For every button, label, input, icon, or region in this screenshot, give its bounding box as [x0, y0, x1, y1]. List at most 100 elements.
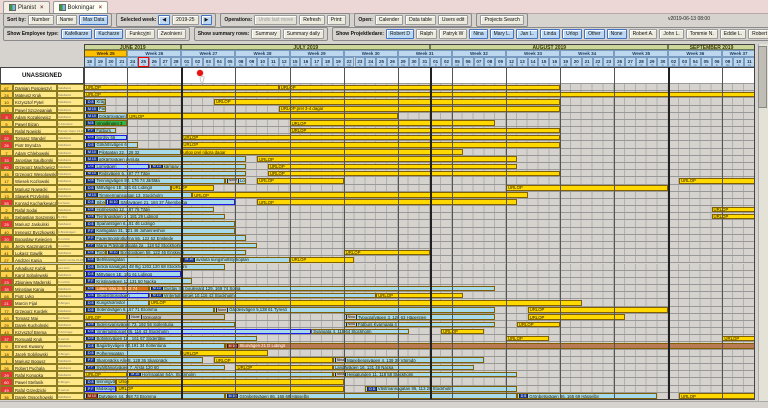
schedule-bar[interactable]: P F Fatburs — [84, 127, 117, 134]
schedule-bar[interactable]: M 10 Gustav IIIs boulevard 129, 169 74 So… — [148, 285, 496, 292]
day-header[interactable]: 16 Fr — [549, 57, 561, 67]
toolbar2-button-john-l-[interactable]: John L. — [659, 29, 684, 39]
schedule-bar[interactable]: URLOP — [679, 177, 755, 184]
schedule-bar[interactable]: P F Kalmgatan 31, 121 46 Johanneshov — [84, 228, 236, 234]
schedule-bar[interactable]: D 8 Sidensvansvägen 73, 192 56 Sollentuna — [84, 321, 236, 328]
schedule-bar[interactable]: URLOP — [84, 371, 128, 378]
toolbar2-button-linda[interactable]: Linda — [539, 29, 561, 39]
day-header[interactable]: 02 Må — [668, 57, 680, 67]
day-header[interactable]: 23 Ti — [354, 57, 366, 67]
toolbar2-button-funkcyjni[interactable]: Funkcyjni — [125, 29, 155, 39]
day-header[interactable]: 20 To — [105, 57, 117, 67]
toolbar1-button-projects-search[interactable]: Projects Search — [480, 15, 524, 25]
toolbar1-button-data-table[interactable]: Data table — [405, 15, 436, 25]
week-header-week-29[interactable]: Week 29 — [289, 50, 344, 57]
week-header-week-25[interactable]: Week 25 — [84, 50, 128, 57]
schedule-bar[interactable]: M 10 kämpav 4 — [148, 163, 247, 170]
schedule-bar[interactable]: D 8 Krag — [84, 98, 106, 105]
week-header-week-28[interactable]: Week 28 — [235, 50, 290, 57]
toolbar1-button-number[interactable]: Number — [27, 15, 54, 25]
day-header[interactable]: 18 To — [322, 57, 333, 67]
schedule-bar[interactable]: URLOP — [267, 163, 517, 170]
day-header[interactable]: 05 Må — [451, 57, 463, 67]
day-header[interactable]: 08 Må — [235, 57, 247, 67]
schedule-bar[interactable]: D 8 Lillies Väg 26, 182 74 — [84, 285, 149, 292]
day-header[interactable]: 31 On — [419, 57, 431, 67]
week-header-week-36[interactable]: Week 36 — [668, 50, 723, 57]
schedule-bar[interactable]: D 8tenningvägen 82 — [84, 378, 117, 385]
day-header[interactable]: 24 On — [365, 57, 377, 67]
schedule-bar[interactable]: URLOP — [116, 386, 344, 392]
schedule-bar[interactable]: NoneLone — [224, 177, 247, 184]
schedule-bar[interactable]: N 5 Vinodlingen 3 — [84, 120, 128, 127]
schedule-bar[interactable]: Nina Fatburs Kvarngata 4 — [343, 321, 496, 328]
schedule-bar[interactable]: M 10 avsluta kungsholtstyrkoplan — [181, 256, 290, 263]
toolbar2-button-kucharze[interactable]: Kucharze — [94, 29, 124, 39]
schedule-bar[interactable]: URLOP — [278, 84, 561, 91]
schedule-bar[interactable]: URLOP — [213, 357, 333, 364]
day-header[interactable]: 23 Fr — [603, 57, 615, 67]
schedule-bar[interactable]: Nina Typografvägen 3, 126 63 Hägersten — [343, 314, 496, 320]
schedule-bar[interactable]: D 8 Bagarbyvägen 60,191 34 Sollentuna — [84, 343, 225, 349]
schedule-bar[interactable]: D 8 Bofinksvägen 18 , 161 67 Södertälje — [84, 335, 258, 342]
day-header[interactable]: 19 On — [94, 57, 106, 67]
schedule-bar[interactable]: M 10 Pilotgatan 22, 128 32 — [84, 149, 182, 155]
day-header[interactable]: 05 To — [700, 57, 712, 67]
schedule-bar[interactable]: urlop prel några dagar — [181, 149, 463, 155]
day-header[interactable]: 11 To — [267, 57, 279, 67]
day-header[interactable]: 25 Ti — [138, 57, 149, 67]
schedule-bar[interactable]: URLOP — [711, 213, 755, 220]
schedule-bar[interactable]: D 8 Mittvägen 1E, 181 61 Lidingö — [84, 185, 171, 191]
day-header[interactable]: 29 To — [646, 57, 658, 67]
schedule-bar[interactable]: M 10 Skurvägen 21 D Lidingö — [224, 343, 755, 349]
schedule-bar[interactable]: P F Skarpnäcks Alle 8, 128 36 Skarpnäck — [84, 357, 204, 364]
day-header[interactable]: 30 Ti — [408, 57, 420, 67]
schedule-bar[interactable]: URLOP — [84, 314, 128, 320]
day-header[interactable]: 09 Ti — [246, 57, 258, 67]
schedule-bar[interactable]: D 8 Polhemsgatan — [84, 350, 182, 356]
schedule-bar[interactable]: D 8 Skogsförpsvägen — [84, 292, 149, 299]
schedule-bar[interactable]: D 8 Kungsholmstor — [84, 299, 149, 306]
day-header[interactable]: 17 On — [311, 57, 323, 67]
week-header-week-26[interactable]: Week 26 — [127, 50, 182, 57]
toolbar2-button-robert-b[interactable]: Robert B — [748, 29, 768, 39]
schedule-bar[interactable]: M 10Park — [84, 106, 106, 112]
day-header[interactable]: 03 Ti — [679, 57, 690, 67]
toolbar2-button-tommie-n-[interactable]: Tommie N. — [685, 29, 718, 39]
schedule-bar[interactable]: URLOP — [711, 206, 755, 213]
schedule-bar[interactable]: URLOP — [192, 192, 528, 198]
schedule-bar[interactable]: D 8 Mittvägen 1E, 181 61 Lidingö — [84, 271, 182, 277]
schedule-bar[interactable]: M 10 Bondovägen 56, 122 46 Enskede — [105, 249, 247, 256]
schedule-bar[interactable]: URLOP — [181, 134, 561, 141]
schedule-bar[interactable]: M 10 Rydsvägen 6, 197 77 Täby — [84, 170, 247, 177]
day-header[interactable]: 13 Ti — [516, 57, 528, 67]
day-header[interactable]: 07 On — [473, 57, 485, 67]
day-header[interactable]: 27 To — [159, 57, 171, 67]
schedule-bar[interactable]: URLOP — [527, 314, 625, 320]
scrollbar-thumb[interactable] — [758, 46, 767, 108]
day-header[interactable]: 26 On — [148, 57, 160, 67]
schedule-bar[interactable]: URLOP — [376, 292, 463, 299]
schedule-bar[interactable]: URLOP — [181, 142, 561, 148]
week-header-week-32[interactable]: Week 32 — [451, 50, 506, 57]
schedule-bar[interactable]: URLOP — [84, 91, 755, 98]
schedule-bar[interactable]: URLOP — [267, 170, 561, 177]
schedule-bar[interactable]: URLOP — [289, 256, 355, 263]
day-header[interactable]: 30 Fr — [657, 57, 669, 67]
day-header[interactable]: 25 To — [376, 57, 387, 67]
toolbar1-button-2019-25[interactable]: 2019-25 — [172, 15, 199, 25]
schedule-bar[interactable]: P F Svärtlångsvägen 7, Årsta 120 60 — [84, 364, 225, 371]
schedule-bar[interactable]: M 10 Sätravägen 21, 184 37 Åkersberga — [105, 199, 236, 206]
schedule-bar[interactable]: None rörmontör — [127, 314, 225, 320]
schedule-bar[interactable]: D 8 bordsv 66 — [84, 134, 128, 141]
day-header[interactable]: 01 To — [430, 57, 442, 67]
schedule-bar[interactable]: D 8 Sibre — [84, 199, 106, 206]
tab-close-icon[interactable]: × — [98, 4, 103, 11]
day-header[interactable]: 21 Fr — [116, 57, 128, 67]
day-header[interactable]: 28 Fr — [170, 57, 182, 67]
schedule-bar[interactable]: URLOP — [505, 185, 669, 191]
schedule-bar[interactable]: P F Maria Prästgårdsgata 2a , 118 52 Stoc… — [84, 242, 258, 249]
day-header[interactable]: 02 Fr — [441, 57, 452, 67]
day-header[interactable]: 14 On — [527, 57, 539, 67]
schedule-bar[interactable]: URLOP — [235, 364, 333, 371]
